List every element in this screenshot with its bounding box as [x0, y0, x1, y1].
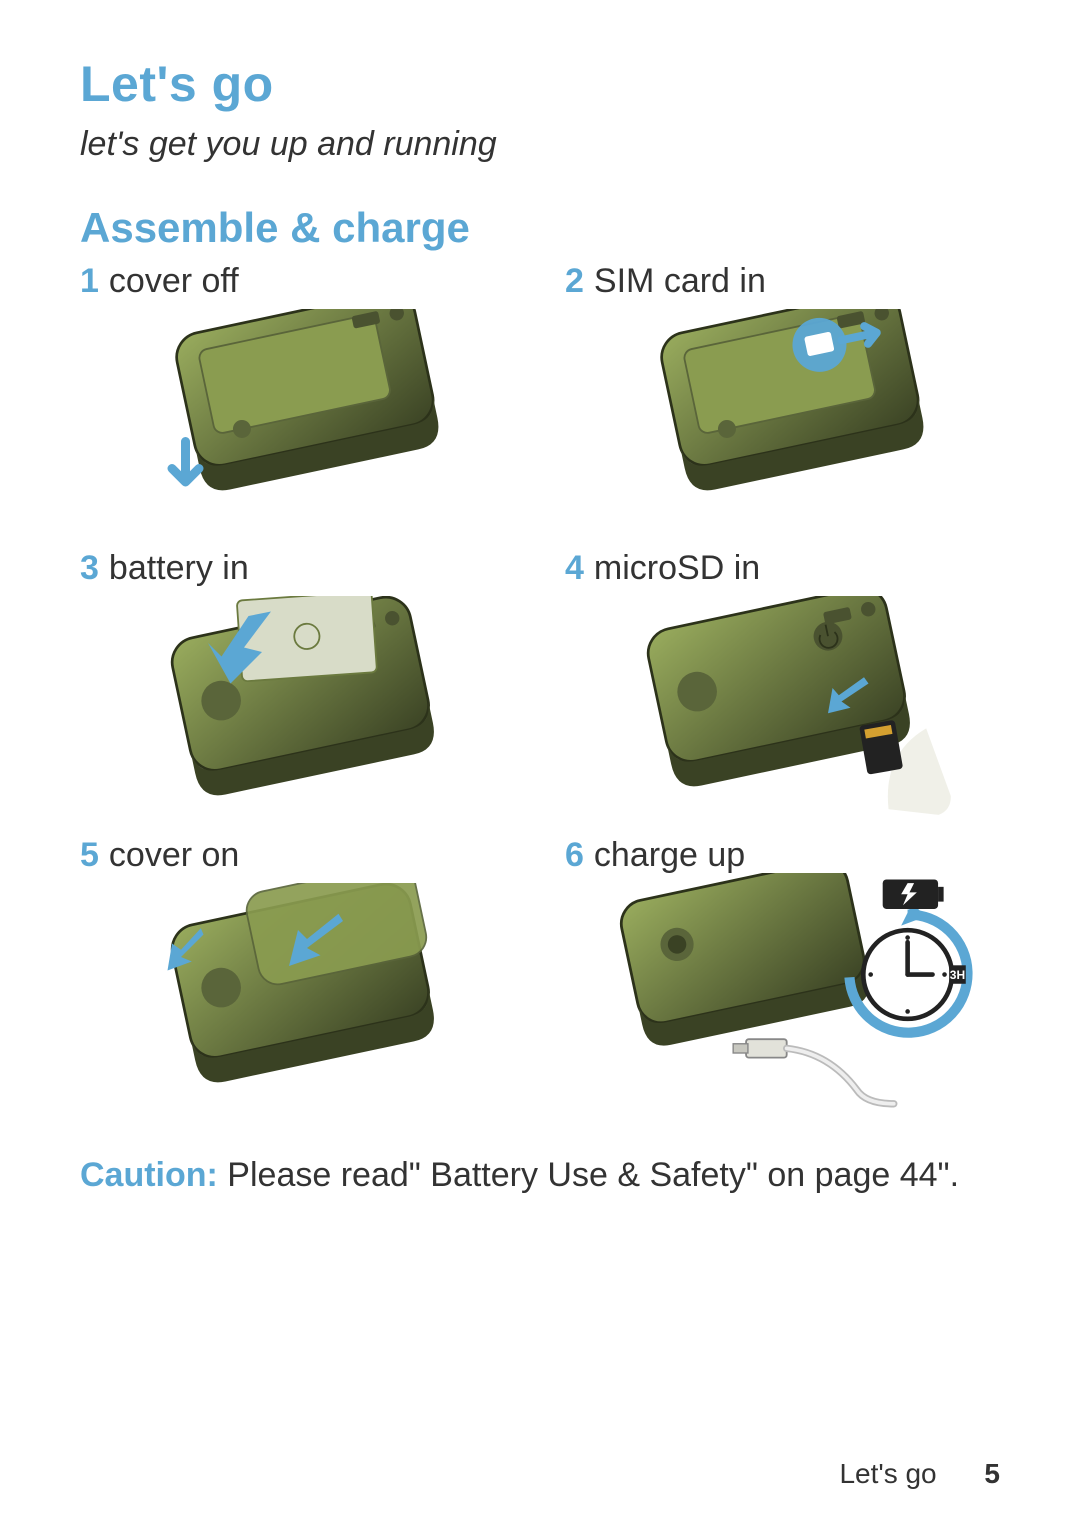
step-illustration [565, 309, 1000, 529]
step-illustration [80, 309, 515, 529]
step-text: cover off [109, 262, 239, 300]
step-illustration [80, 883, 515, 1103]
step-number: 4 [565, 549, 584, 587]
step-label: 4 microSD in [565, 549, 1000, 588]
step-label: 1 cover off [80, 262, 515, 301]
step-illustration [80, 596, 515, 816]
caution-text: Caution: Please read" Battery Use & Safe… [80, 1153, 1000, 1199]
step-label: 6 charge up [565, 836, 1000, 875]
caution-body: Please read" Battery Use & Safety" on pa… [218, 1156, 959, 1194]
footer-section: Let's go [839, 1458, 936, 1489]
step-label: 2 SIM card in [565, 262, 1000, 301]
step-text: cover on [109, 836, 239, 874]
svg-text:3H: 3H [949, 968, 964, 982]
step-microsd-in: 4 microSD in [565, 549, 1000, 816]
subtitle: let's get you up and running [80, 125, 1000, 164]
page-footer: Let's go 5 [839, 1458, 1000, 1490]
step-cover-off: 1 cover off [80, 262, 515, 529]
steps-grid: 1 cover off [80, 262, 1000, 1103]
step-text: battery in [109, 549, 249, 587]
step-sim-in: 2 SIM card in [565, 262, 1000, 529]
footer-page-number: 5 [984, 1458, 1000, 1489]
step-text: SIM card in [594, 262, 766, 300]
step-illustration: 3H [565, 883, 1000, 1103]
step-number: 1 [80, 262, 99, 300]
step-text: charge up [594, 836, 745, 874]
step-charge-up: 6 charge up [565, 836, 1000, 1103]
step-label: 3 battery in [80, 549, 515, 588]
step-text: microSD in [594, 549, 760, 587]
step-label: 5 cover on [80, 836, 515, 875]
step-number: 2 [565, 262, 584, 300]
step-number: 3 [80, 549, 99, 587]
page-title: Let's go [80, 55, 1000, 113]
step-cover-on: 5 cover on [80, 836, 515, 1103]
section-title: Assemble & charge [80, 204, 1000, 252]
step-number: 6 [565, 836, 584, 874]
caution-label: Caution: [80, 1156, 218, 1194]
step-number: 5 [80, 836, 99, 874]
step-battery-in: 3 battery in [80, 549, 515, 816]
step-illustration [565, 596, 1000, 816]
